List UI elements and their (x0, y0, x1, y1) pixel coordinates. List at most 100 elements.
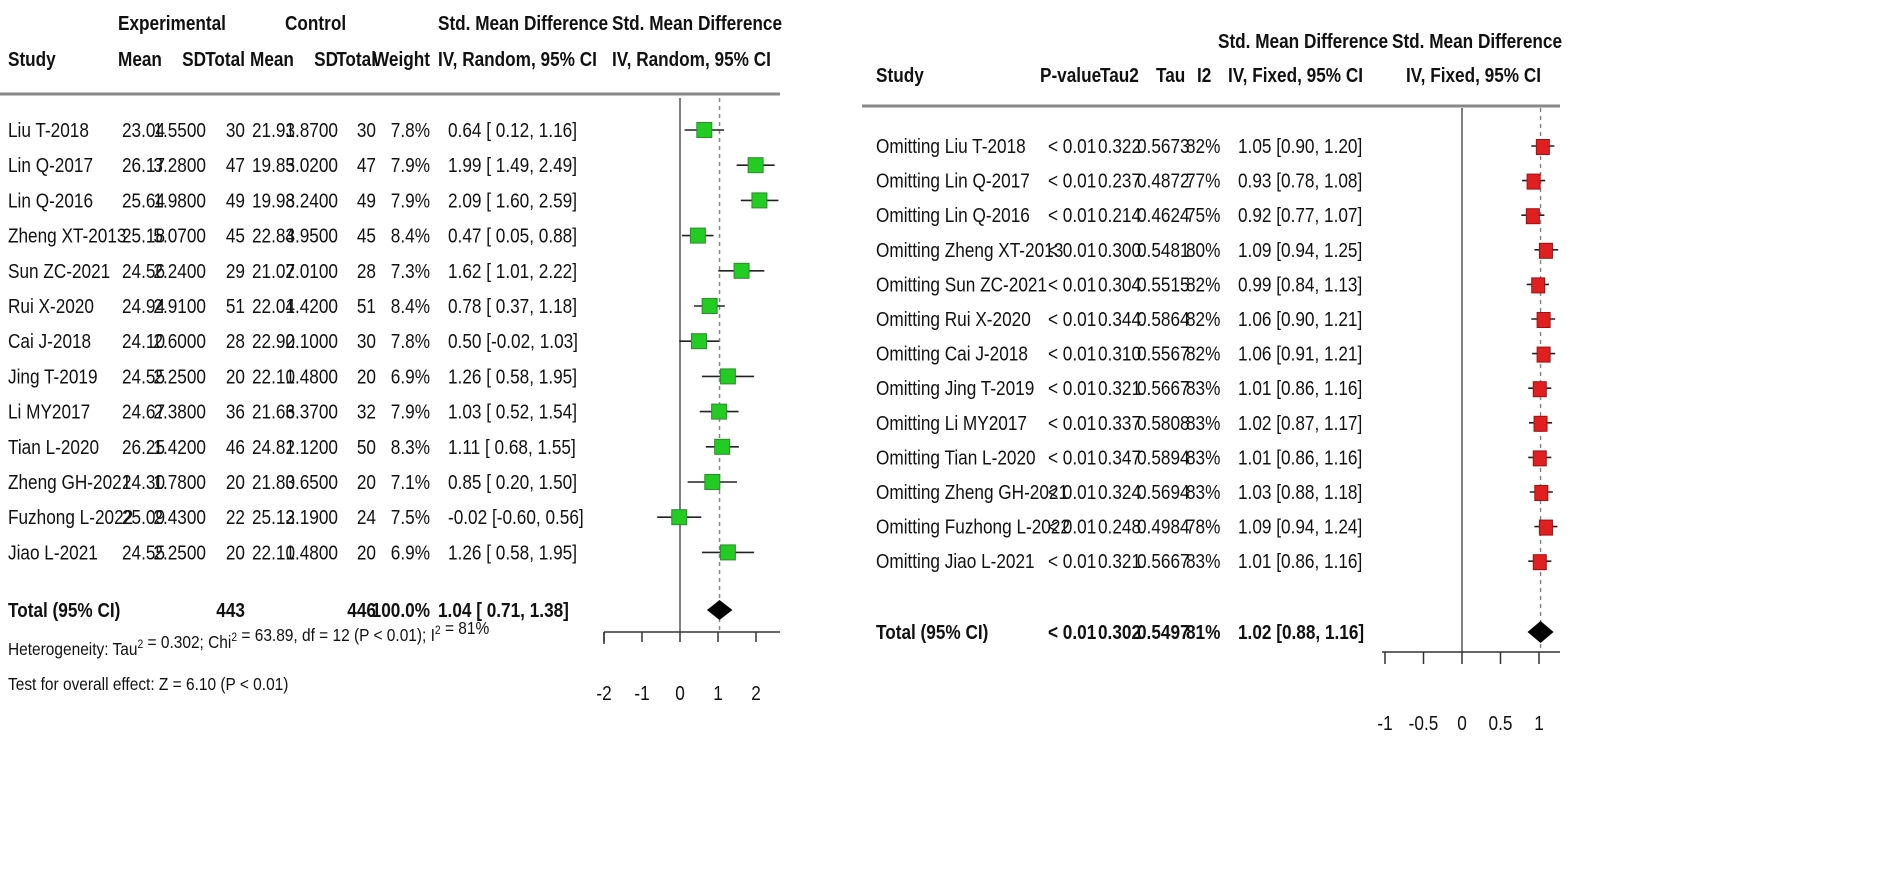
exp-mean: 24.30 (122, 471, 165, 494)
total-ctrl-n: 446 (347, 599, 376, 622)
smd-ci-text: 0.50 [-0.02, 1.03] (448, 330, 578, 353)
weight-value: 7.9% (391, 154, 430, 177)
exp-sd: 1.7800 (153, 471, 206, 494)
exp-mean: 24.55 (122, 365, 165, 388)
effect-box (691, 333, 707, 350)
ctrl-mean: 21.66 (252, 400, 295, 423)
exp-total: 51 (226, 295, 245, 318)
effect-box (689, 227, 706, 244)
smd-ci-text: 0.85 [ 0.20, 1.50] (448, 471, 577, 494)
smd-header: Std. Mean Difference (1218, 30, 1388, 53)
pvalue: < 0.01 (1048, 308, 1096, 331)
smd-ci-text: 1.11 [ 0.68, 1.55] (448, 436, 576, 459)
ctrl-total: 49 (357, 189, 376, 212)
i2-value: 83% (1186, 377, 1220, 400)
study-row: Cai J-2018 24.102.6000 28 22.902.1000 30 7.8%… (8, 330, 720, 353)
exp-sd: 1.9800 (153, 189, 206, 212)
smd-ci-text: 1.99 [ 1.49, 2.49] (448, 154, 577, 177)
ctrl-sd: 3.3700 (285, 400, 338, 423)
effect-box (1536, 312, 1551, 328)
study-row: Lin Q-2017 26.173.2800 47 19.853.0200 47 7.9%… (8, 154, 775, 177)
i2-value: 80% (1186, 239, 1220, 262)
study-row: Sun ZC-2021 24.562.2400 29 21.072.0100 28 7.3… (8, 260, 765, 283)
effect-box (701, 298, 718, 314)
smd-ci-text: 1.01 [0.86, 1.16] (1238, 377, 1362, 400)
effect-box (671, 509, 688, 526)
tau2-value: 0.344 (1098, 308, 1141, 331)
study-name: Omitting Lin Q-2016 (876, 204, 1030, 227)
study-name: Cai J-2018 (8, 330, 91, 353)
tau2-value: 0.321 (1098, 550, 1141, 573)
ctrl-total: 20 (357, 541, 376, 564)
pvalue: < 0.01 (1048, 412, 1096, 435)
sensitivity-row: Omitting Jiao L-2021 < 0.01 0.3210.566783%… (876, 550, 1552, 573)
smd-ci-text: 1.03 [ 0.52, 1.54] (448, 400, 577, 423)
x-tick-label: 0 (675, 682, 685, 705)
exp-total: 45 (226, 224, 245, 247)
x-tick-label: -0.5 (1409, 712, 1439, 735)
i2-value: 75% (1186, 204, 1220, 227)
study-name: Zheng XT-2013 (8, 224, 126, 247)
exp-sd: 2.9100 (153, 295, 206, 318)
total-header: Total (205, 48, 245, 71)
exp-total: 36 (226, 400, 245, 423)
tau-value: 0.5694 (1137, 481, 1190, 504)
pvalue: < 0.01 (1048, 169, 1096, 192)
ctrl-mean: 21.80 (252, 471, 295, 494)
tau2-value: 0.337 (1098, 412, 1141, 435)
ctrl-mean: 22.01 (252, 295, 295, 318)
study-name: Jiao L-2021 (8, 541, 98, 564)
smd-ci-text: 1.26 [ 0.58, 1.95] (448, 365, 577, 388)
plot-header: Std. Mean Difference (1392, 30, 1562, 53)
x-tick-label: 2 (751, 682, 761, 705)
ctrl-mean: 19.98 (252, 189, 295, 212)
exp-total: 30 (226, 119, 245, 142)
exp-mean: 24.56 (122, 260, 165, 283)
sensitivity-row: Omitting Fuzhong L-2022< 0.01 0.2480.4984… (876, 515, 1558, 538)
effect-box (1538, 242, 1553, 259)
ctrl-mean: 22.10 (252, 541, 295, 564)
i2-value: 82% (1186, 308, 1220, 331)
tau-value: 0.4984 (1137, 515, 1190, 538)
study-name: Zheng GH-2021 (8, 471, 131, 494)
weight-value: 8.3% (391, 436, 430, 459)
exp-total: 29 (226, 260, 245, 283)
study-row: Lin Q-2016 25.641.9800 49 19.983.2400 49 7.9%… (8, 189, 779, 212)
tau-value: 0.5667 (1137, 550, 1190, 573)
plot-header: Std. Mean Difference (612, 12, 782, 35)
total-label: Total (95% CI) (8, 599, 120, 622)
tau-value: 0.5894 (1137, 446, 1190, 469)
weight-value: 7.1% (391, 471, 430, 494)
effect-box (704, 474, 721, 490)
x-tick-label: -1 (634, 682, 649, 705)
pvalue: < 0.01 (1048, 204, 1096, 227)
effect-box (1535, 139, 1550, 155)
effect-box (719, 544, 736, 561)
right-sensitivity-panel: Std. Mean Difference Std. Mean Difference… (862, 30, 1562, 735)
total-i2: 81% (1186, 621, 1221, 644)
i2-header: I2 (1197, 64, 1211, 87)
study-name: Sun ZC-2021 (8, 260, 110, 283)
exp-total: 46 (226, 436, 245, 459)
effect-box (719, 368, 736, 385)
effect-box (1532, 381, 1547, 398)
weight-value: 6.9% (391, 541, 430, 564)
smd-ci-text: 1.02 [0.87, 1.17] (1238, 412, 1362, 435)
pvalue: < 0.01 (1048, 481, 1096, 504)
study-name: Omitting Zheng XT-2013 (876, 239, 1063, 262)
study-name: Omitting Liu T-2018 (876, 135, 1026, 158)
pvalue: < 0.01 (1048, 135, 1096, 158)
smd-ci-text: 1.26 [ 0.58, 1.95] (448, 541, 577, 564)
effect-box (733, 262, 750, 279)
ctrl-mean: 22.10 (252, 365, 295, 388)
i2-value: 82% (1186, 342, 1220, 365)
ctrl-sd: 4.4200 (285, 295, 338, 318)
i2-value: 83% (1186, 412, 1220, 435)
exp-mean: 25.64 (122, 189, 165, 212)
control-mean-header: Mean (250, 48, 294, 71)
exp-sd: 2.3800 (153, 400, 206, 423)
effect-box (751, 192, 768, 209)
